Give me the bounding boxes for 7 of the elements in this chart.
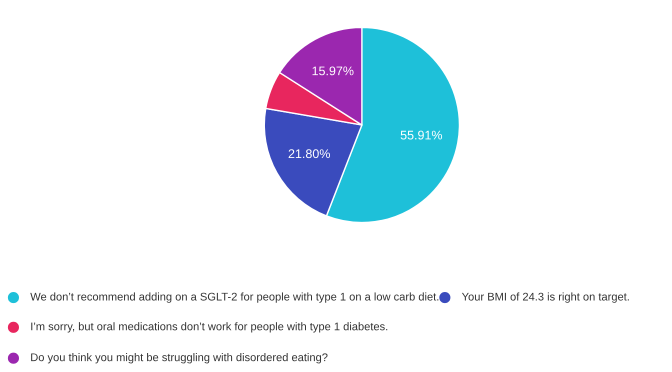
data-label: 21.80% xyxy=(288,149,330,158)
data-label: 15.97% xyxy=(312,66,354,76)
legend-label: I’m sorry, but oral medications don’t work for people with type 1 diabetes. xyxy=(31,322,388,333)
legend-label: We don’t recommend adding on a SGLT-2 for people with type 1 on a low carb diet. xyxy=(30,292,438,303)
legend-label: Do you think you might be struggling with disordered eating? xyxy=(31,353,328,364)
legend-label: Your BMI of 24.3 is right on target. xyxy=(462,292,629,303)
data-label: 55.91% xyxy=(400,130,442,140)
